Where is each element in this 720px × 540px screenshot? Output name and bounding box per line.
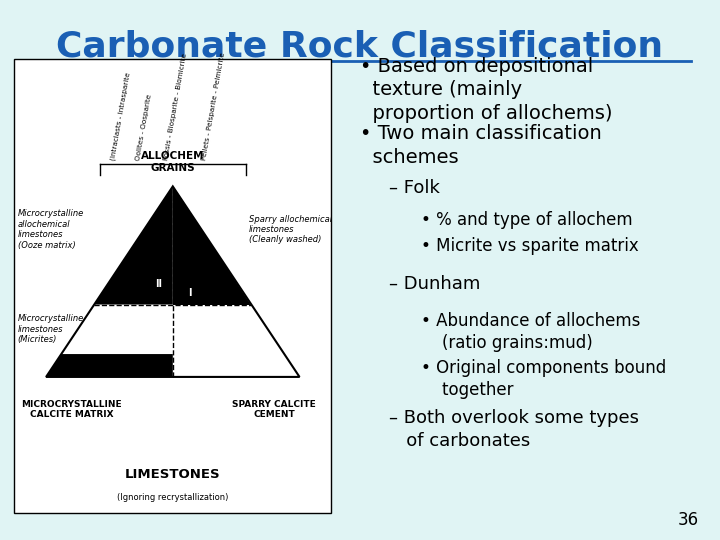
Text: • Two main classification
  schemes: • Two main classification schemes — [360, 124, 602, 167]
Text: II: II — [155, 279, 162, 289]
Text: III: III — [151, 347, 160, 356]
Text: SPARRY CALCITE
CEMENT: SPARRY CALCITE CEMENT — [233, 400, 316, 419]
Text: • % and type of allochem: • % and type of allochem — [421, 211, 633, 228]
Text: ALLOCHEM
GRAINS: ALLOCHEM GRAINS — [141, 151, 204, 173]
Text: Carbonate Rock Classification: Carbonate Rock Classification — [56, 30, 664, 64]
Text: Oolites - Oosparite: Oolites - Oosparite — [135, 94, 153, 161]
Text: • Original components bound
    together: • Original components bound together — [421, 359, 667, 399]
Polygon shape — [173, 186, 251, 305]
Text: Pellets - Pelsparite - Pelmicrite: Pellets - Pelsparite - Pelmicrite — [202, 52, 226, 161]
Text: • Abundance of allochems
    (ratio grains:mud): • Abundance of allochems (ratio grains:m… — [421, 312, 641, 352]
Text: Sparry allochemical
limestones
(Cleanly washed): Sparry allochemical limestones (Cleanly … — [249, 214, 332, 245]
Polygon shape — [94, 186, 173, 305]
Text: Fossis - Biosparite - Biomicrite: Fossis - Biosparite - Biomicrite — [163, 53, 188, 161]
Text: • Micrite vs sparite matrix: • Micrite vs sparite matrix — [421, 237, 639, 254]
Polygon shape — [46, 354, 173, 377]
Text: – Folk: – Folk — [389, 179, 440, 197]
Text: Microcrystalline
allochemical
limestones
(Ooze matrix): Microcrystalline allochemical limestones… — [17, 210, 84, 249]
Text: LIMESTONES: LIMESTONES — [125, 468, 220, 481]
Text: I: I — [189, 288, 192, 298]
Text: • Based on depositional
  texture (mainly
  proportion of allochems): • Based on depositional texture (mainly … — [360, 57, 613, 123]
Text: – Dunham: – Dunham — [389, 275, 480, 293]
Text: (Ignoring recrystallization): (Ignoring recrystallization) — [117, 492, 228, 502]
Text: MICROCRYSTALLINE
CALCITE MATRIX: MICROCRYSTALLINE CALCITE MATRIX — [21, 400, 122, 419]
Text: 36: 36 — [678, 511, 698, 529]
Text: Microcrystalline
limestones
(Micrites): Microcrystalline limestones (Micrites) — [17, 314, 84, 344]
Text: – Both overlook some types
   of carbonates: – Both overlook some types of carbonates — [389, 409, 639, 449]
Text: (Intraclasts - Intrasparite: (Intraclasts - Intrasparite — [109, 72, 132, 161]
